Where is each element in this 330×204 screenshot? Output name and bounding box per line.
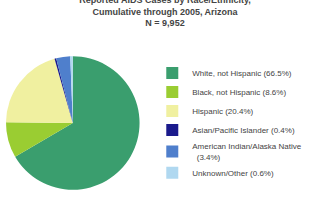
svg-text:Reported AIDS Cases by Race/Et: Reported AIDS Cases by Race/Ethnicity,Cu… [79,0,251,28]
svg-text:Hispanic (20.4%): Hispanic (20.4%) [192,107,253,116]
svg-text:Black, not Hispanic (8.6%): Black, not Hispanic (8.6%) [192,88,286,97]
svg-text:Unknown/Other (0.6%): Unknown/Other (0.6%) [192,169,274,178]
svg-text:White, not Hispanic (66.5%): White, not Hispanic (66.5%) [192,69,291,78]
svg-text:American Indian/Alaska Native: American Indian/Alaska Native (3.4%) [192,142,301,161]
svg-text:Asian/Pacific Islander (0.4%): Asian/Pacific Islander (0.4%) [192,126,295,135]
